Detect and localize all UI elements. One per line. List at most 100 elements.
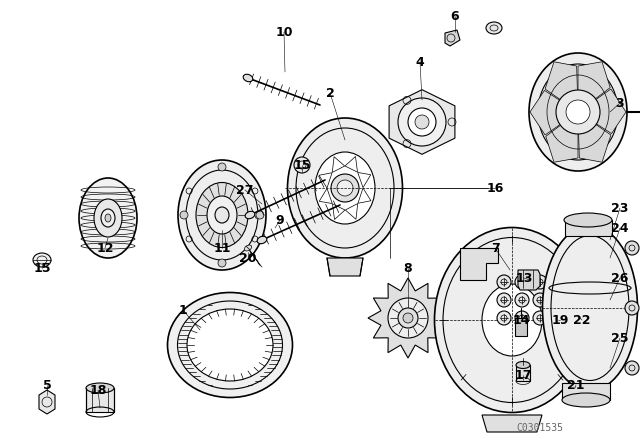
Text: 23: 23: [611, 202, 628, 215]
Circle shape: [533, 275, 547, 289]
Ellipse shape: [552, 314, 564, 323]
Ellipse shape: [516, 362, 530, 369]
Text: 19: 19: [551, 314, 569, 327]
Polygon shape: [86, 388, 114, 412]
Circle shape: [556, 90, 600, 134]
Ellipse shape: [79, 178, 137, 258]
Text: 13: 13: [515, 271, 532, 284]
Polygon shape: [515, 318, 527, 336]
Polygon shape: [358, 188, 371, 203]
Polygon shape: [319, 173, 332, 188]
Circle shape: [180, 211, 188, 219]
Ellipse shape: [245, 211, 255, 219]
Text: 3: 3: [616, 96, 624, 109]
Circle shape: [256, 211, 264, 219]
Polygon shape: [460, 248, 498, 280]
Polygon shape: [565, 220, 612, 236]
Text: 2: 2: [326, 86, 334, 99]
Text: 26: 26: [611, 271, 628, 284]
Circle shape: [337, 180, 353, 196]
Polygon shape: [327, 258, 363, 276]
Circle shape: [566, 100, 590, 124]
Text: 12: 12: [96, 241, 114, 254]
Polygon shape: [319, 188, 332, 203]
Circle shape: [398, 98, 446, 146]
Circle shape: [625, 361, 639, 375]
Text: 15: 15: [33, 262, 51, 275]
Polygon shape: [389, 90, 455, 154]
Text: 4: 4: [415, 56, 424, 69]
Text: 20: 20: [239, 251, 257, 264]
Text: 14: 14: [512, 314, 530, 327]
Polygon shape: [578, 112, 611, 162]
Circle shape: [515, 311, 529, 325]
Text: 1: 1: [179, 303, 188, 316]
Text: 6: 6: [451, 9, 460, 22]
Ellipse shape: [187, 309, 273, 381]
Ellipse shape: [287, 118, 403, 258]
Ellipse shape: [101, 209, 115, 227]
Text: 17: 17: [515, 369, 532, 382]
Polygon shape: [516, 365, 530, 381]
Ellipse shape: [315, 152, 375, 224]
Text: 16: 16: [486, 181, 504, 194]
Ellipse shape: [244, 245, 252, 251]
Text: 24: 24: [611, 221, 628, 234]
Ellipse shape: [105, 214, 111, 222]
Polygon shape: [333, 204, 345, 220]
Polygon shape: [345, 156, 358, 172]
Circle shape: [497, 275, 511, 289]
Text: 10: 10: [275, 26, 292, 39]
Polygon shape: [578, 62, 610, 112]
Ellipse shape: [196, 182, 248, 247]
Circle shape: [497, 311, 511, 325]
Circle shape: [515, 293, 529, 307]
Ellipse shape: [575, 311, 586, 321]
Polygon shape: [346, 203, 358, 220]
Circle shape: [415, 115, 429, 129]
Polygon shape: [545, 62, 578, 112]
Ellipse shape: [178, 160, 266, 270]
Circle shape: [625, 241, 639, 255]
Circle shape: [625, 301, 639, 315]
Polygon shape: [332, 157, 345, 172]
Polygon shape: [562, 383, 610, 400]
Circle shape: [533, 311, 547, 325]
Ellipse shape: [482, 284, 542, 356]
Ellipse shape: [207, 196, 237, 234]
Circle shape: [388, 298, 428, 338]
Ellipse shape: [215, 207, 229, 223]
Circle shape: [515, 275, 529, 289]
Ellipse shape: [564, 213, 612, 227]
Ellipse shape: [94, 199, 122, 237]
Circle shape: [218, 259, 226, 267]
Ellipse shape: [543, 225, 637, 391]
Polygon shape: [368, 278, 448, 358]
Ellipse shape: [435, 228, 589, 413]
Circle shape: [533, 293, 547, 307]
Circle shape: [408, 108, 436, 136]
Ellipse shape: [243, 74, 253, 82]
Text: 15: 15: [293, 159, 311, 172]
Polygon shape: [482, 415, 542, 432]
Circle shape: [294, 157, 310, 173]
Polygon shape: [578, 89, 626, 134]
Polygon shape: [39, 390, 55, 414]
Ellipse shape: [168, 293, 292, 397]
Text: 9: 9: [276, 214, 284, 227]
Text: C0301535: C0301535: [516, 423, 563, 433]
Ellipse shape: [568, 380, 582, 390]
Circle shape: [398, 308, 418, 328]
Ellipse shape: [486, 22, 502, 34]
Text: 7: 7: [491, 241, 499, 254]
Ellipse shape: [86, 383, 114, 393]
Text: 27: 27: [236, 184, 253, 197]
Text: 18: 18: [90, 383, 107, 396]
Text: 22: 22: [573, 314, 591, 327]
Polygon shape: [358, 172, 371, 188]
Text: 8: 8: [404, 262, 412, 275]
Polygon shape: [445, 30, 460, 46]
Circle shape: [331, 174, 359, 202]
Circle shape: [497, 293, 511, 307]
Ellipse shape: [257, 236, 267, 244]
